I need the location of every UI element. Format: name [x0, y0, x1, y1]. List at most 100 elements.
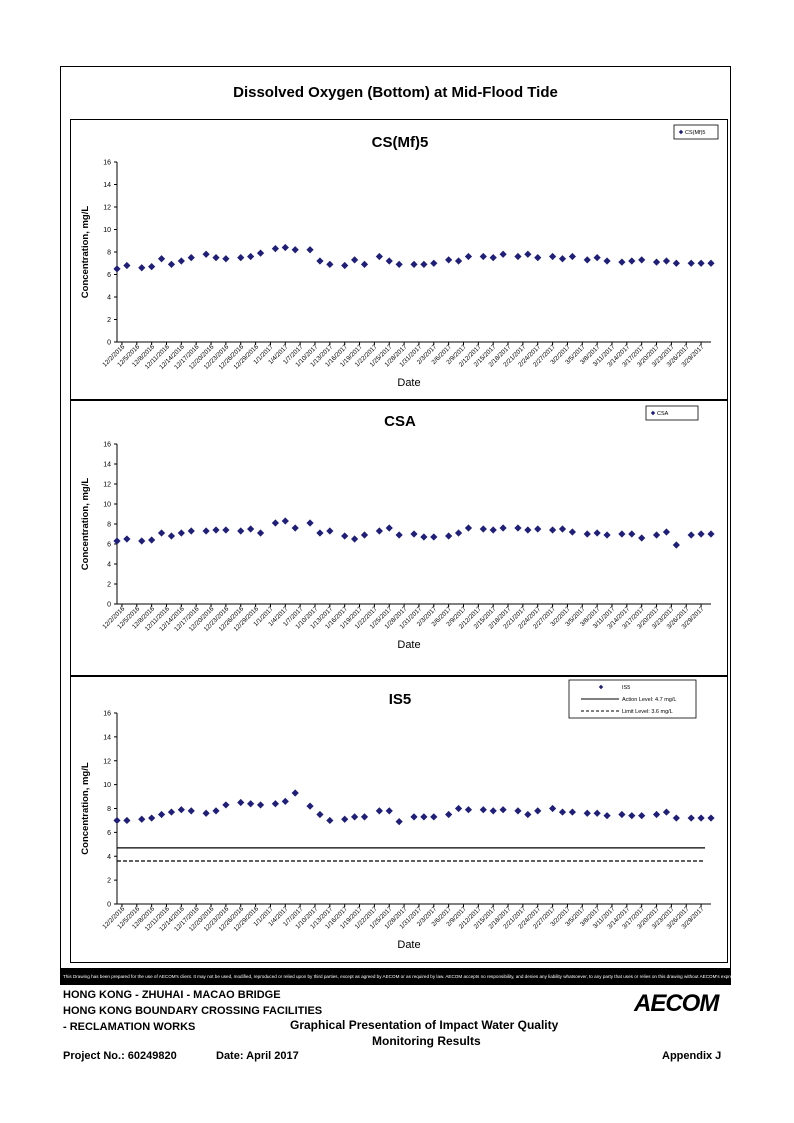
data-point: [420, 260, 428, 268]
data-point: [360, 260, 369, 268]
y-tick-label: 4: [107, 295, 111, 302]
legend-label: CSA: [657, 411, 669, 417]
graph-title-line2: Monitoring Results: [372, 1034, 481, 1048]
legend-label: IS5: [622, 685, 630, 691]
data-point: [707, 259, 715, 267]
data-point: [652, 810, 661, 819]
data-point: [464, 524, 473, 532]
data-point: [395, 531, 403, 539]
project-number: Project No.: 60249820: [63, 1050, 177, 1062]
legend-label: CS(Mf)5: [685, 130, 705, 136]
data-point: [687, 259, 695, 267]
data-point: [222, 526, 230, 534]
y-tick-label: 16: [103, 442, 111, 449]
data-point: [514, 807, 522, 815]
data-point: [652, 531, 661, 539]
data-point: [672, 259, 680, 267]
data-point: [618, 530, 626, 538]
data-point: [113, 265, 121, 273]
data-point: [420, 813, 428, 821]
data-point: [167, 532, 176, 540]
data-point: [593, 254, 601, 262]
data-point: [138, 815, 146, 823]
y-tick-label: 4: [107, 562, 111, 569]
data-point: [306, 519, 314, 527]
data-point: [558, 808, 567, 816]
data-point: [489, 526, 497, 534]
data-point: [464, 806, 473, 814]
data-point: [123, 261, 131, 270]
data-point: [638, 534, 646, 542]
y-tick-label: 6: [107, 830, 111, 837]
data-point: [603, 257, 611, 265]
data-point: [187, 807, 195, 815]
data-point: [148, 814, 156, 822]
legend-box: [673, 124, 719, 140]
data-point: [341, 532, 349, 540]
data-point: [568, 808, 576, 816]
data-point: [534, 254, 542, 262]
data-point: [662, 257, 671, 265]
chart-panel-csa: CSA 0 2 4 6 8 10 12 14 16 12/2/2016 12/5/2016 12/8/2…: [70, 400, 728, 676]
data-point: [558, 255, 567, 263]
chart-svg: CSA024681012141612/2/201612/5/201612/8/2…: [80, 405, 715, 651]
data-point: [222, 255, 230, 263]
y-tick-label: 10: [103, 782, 111, 789]
data-point: [618, 810, 626, 819]
data-point: [672, 541, 680, 549]
page-title: Dissolved Oxygen (Bottom) at Mid-Flood T…: [233, 84, 558, 101]
data-point: [662, 528, 671, 536]
legend-marker: [678, 129, 684, 135]
data-point: [558, 525, 567, 533]
data-point: [454, 529, 463, 537]
data-point: [157, 529, 166, 537]
data-point: [167, 808, 176, 816]
data-point: [202, 527, 210, 535]
data-point: [341, 815, 349, 823]
data-point: [499, 250, 507, 258]
data-point: [385, 807, 393, 815]
chart-svg: CS(Mf)5024681012141612/2/201612/5/201612…: [80, 124, 719, 389]
data-point: [479, 525, 487, 533]
project-name-line1: HONG KONG - ZHUHAI - MACAO BRIDGE: [63, 989, 281, 1001]
data-point: [445, 532, 453, 540]
chart-panel-is5: IS5 0 2 4 6 8 10 12 14 16 12/2/2016 12/5/2016 12/8/2…: [70, 676, 728, 963]
data-point: [395, 260, 403, 268]
legend-marker: [598, 684, 604, 690]
chart-title: CS(Mf)5: [372, 134, 429, 151]
data-point: [157, 810, 166, 819]
y-tick-label: 8: [107, 522, 111, 529]
data-point: [568, 252, 576, 261]
data-point: [157, 255, 166, 263]
y-tick-label: 8: [107, 250, 111, 257]
data-point: [375, 807, 383, 815]
y-tick-label: 6: [107, 272, 111, 279]
data-point: [256, 801, 265, 809]
data-point: [281, 517, 289, 525]
data-point: [430, 533, 438, 541]
data-point: [341, 261, 349, 270]
graph-title-line1: Graphical Presentation of Impact Water Q…: [290, 1018, 559, 1032]
data-point: [707, 530, 715, 538]
data-point: [316, 257, 324, 265]
data-point: [568, 528, 576, 536]
y-tick-label: 10: [103, 502, 111, 509]
data-point: [603, 531, 611, 539]
data-point: [281, 243, 289, 252]
data-point: [237, 527, 245, 535]
data-point: [549, 252, 557, 261]
data-point: [123, 816, 131, 825]
data-point: [222, 801, 230, 809]
data-point: [524, 250, 532, 258]
data-point: [593, 809, 601, 817]
y-axis-label: Concentration, mg/L: [80, 762, 91, 855]
data-point: [410, 813, 418, 821]
data-point: [445, 256, 453, 264]
data-point: [638, 256, 646, 264]
data-point: [187, 527, 195, 535]
data-point: [662, 808, 671, 816]
y-tick-label: 14: [103, 182, 111, 189]
data-point: [524, 526, 532, 534]
data-point: [697, 259, 705, 267]
data-point: [499, 806, 507, 814]
